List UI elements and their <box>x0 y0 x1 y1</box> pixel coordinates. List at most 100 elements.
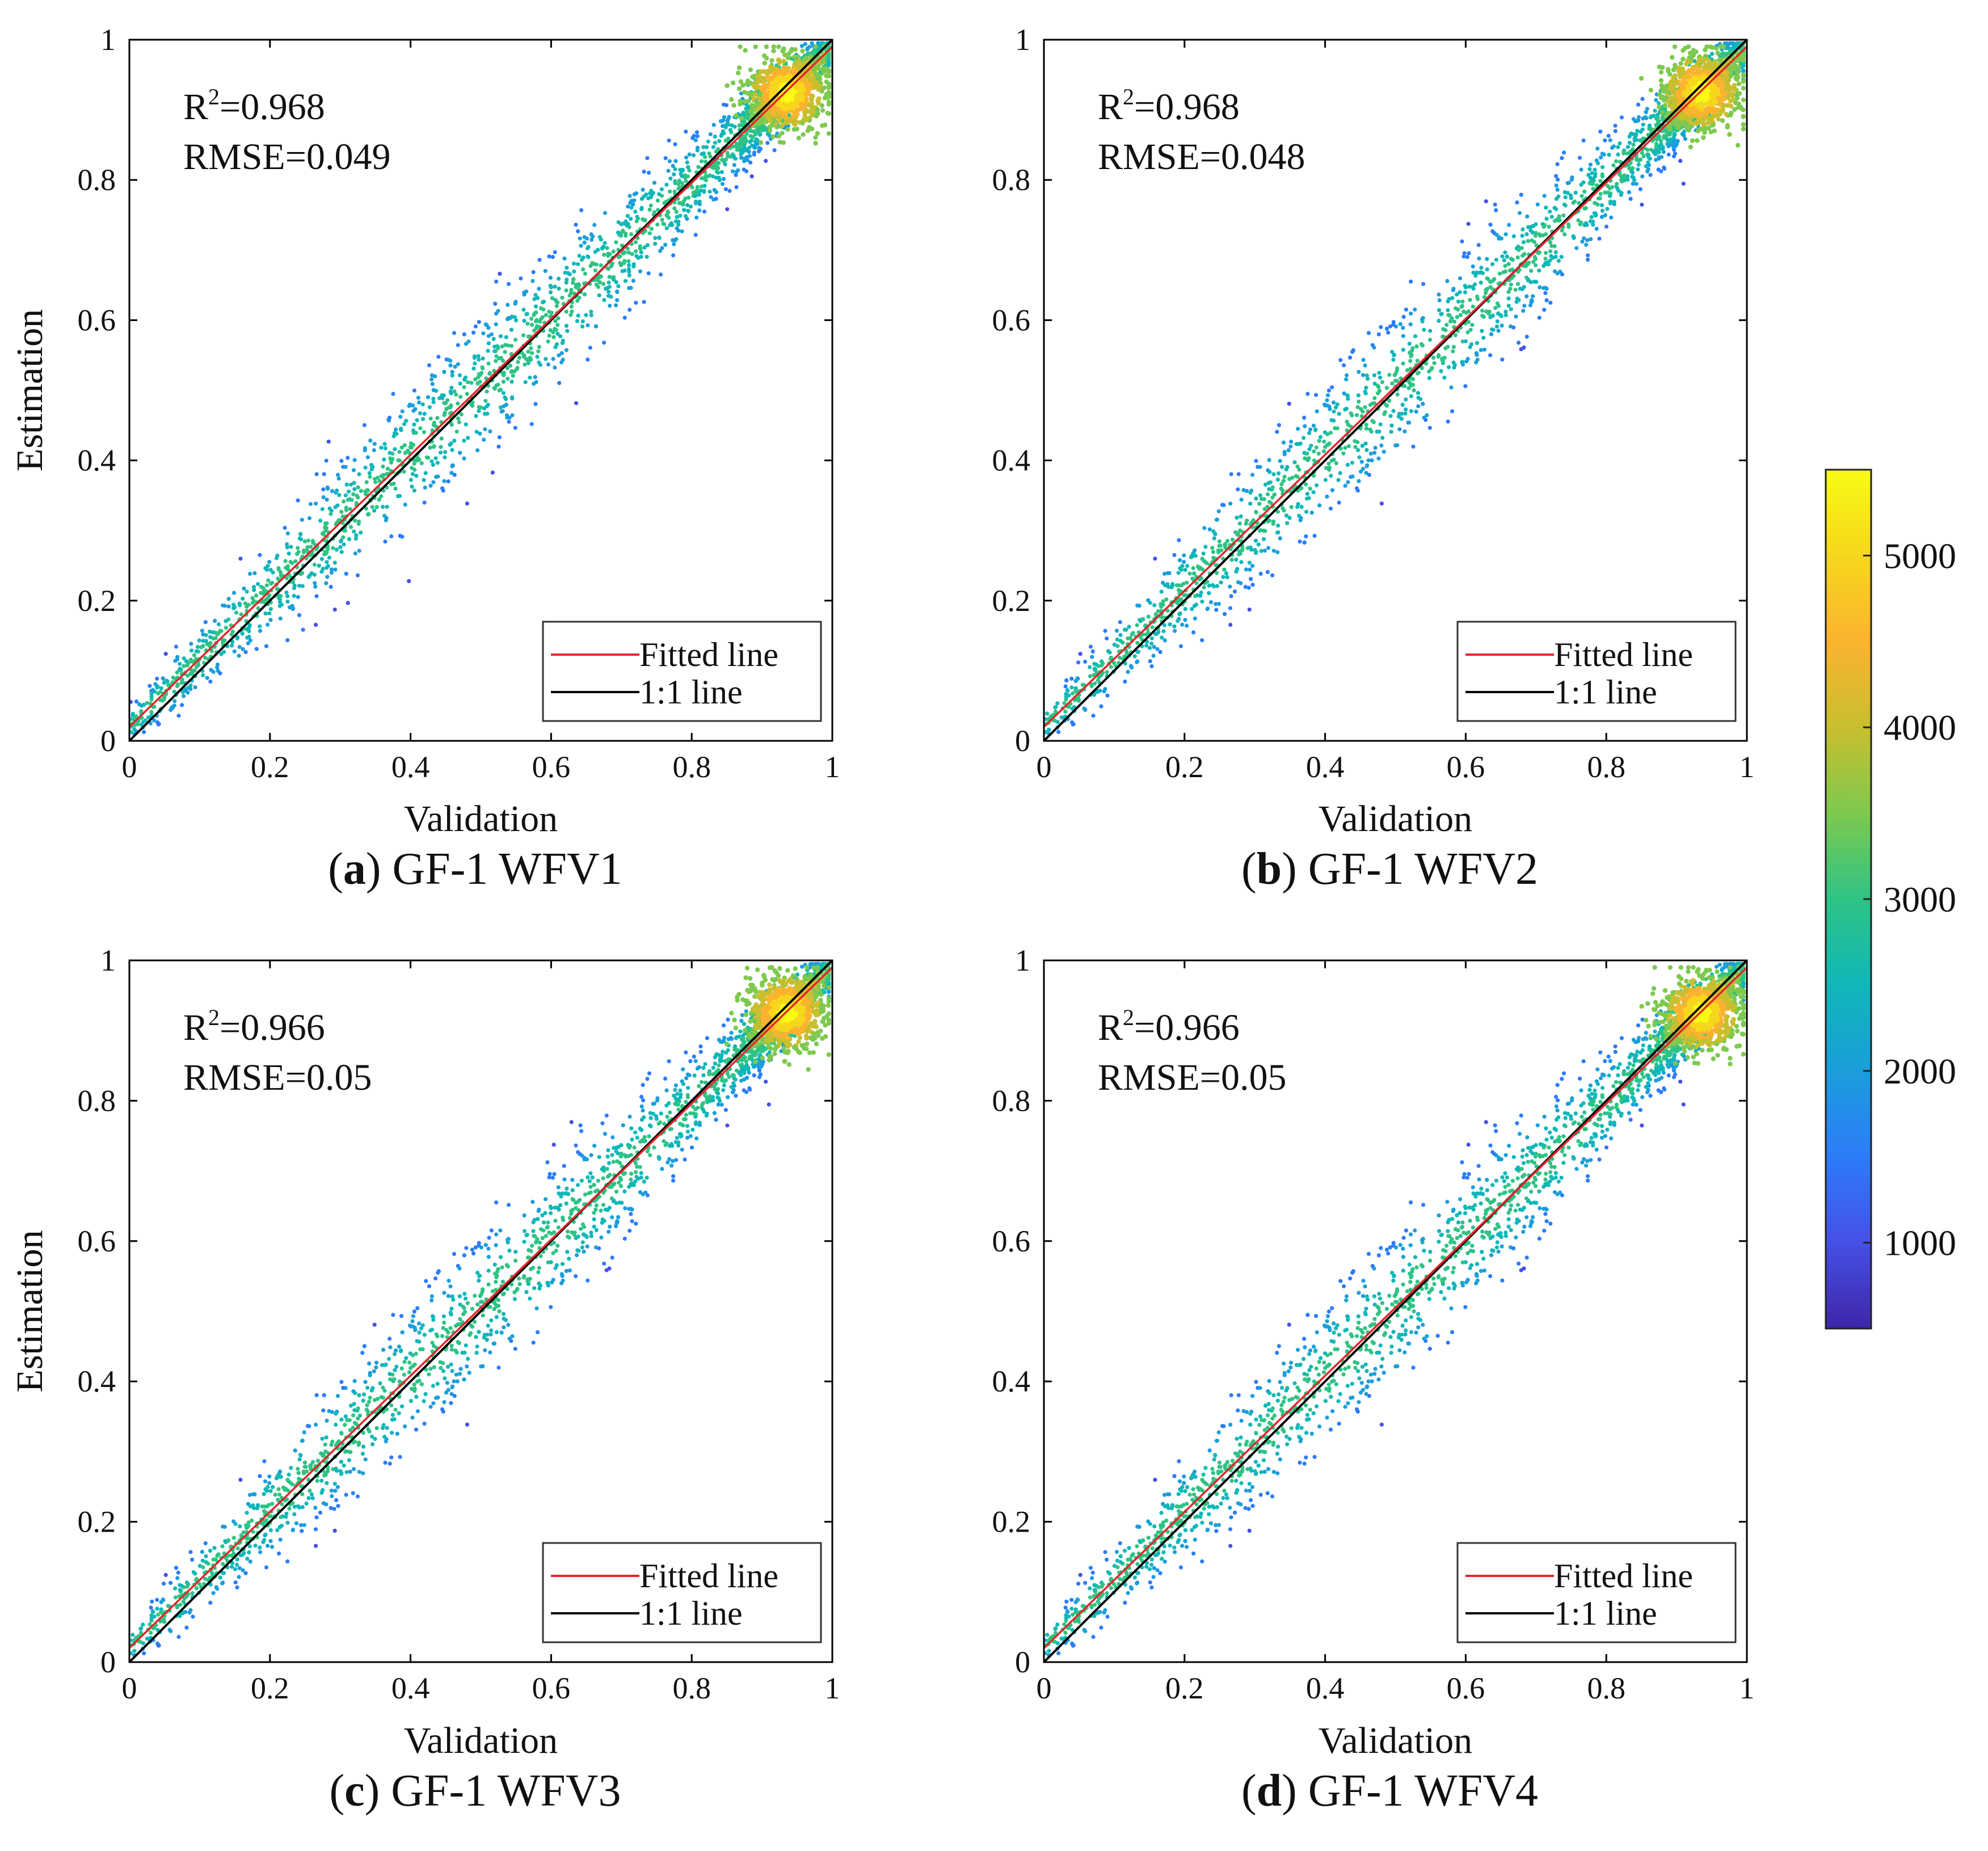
scatter-point <box>429 459 434 463</box>
scatter-point <box>553 250 557 255</box>
scatter-point <box>428 445 432 450</box>
scatter-point <box>764 44 769 49</box>
scatter-point <box>492 349 497 353</box>
scatter-point <box>1080 682 1085 687</box>
scatter-point <box>430 382 435 386</box>
scatter-point <box>663 156 668 161</box>
scatter-point <box>656 208 660 212</box>
scatter-point <box>351 492 356 496</box>
scatter-point <box>243 601 247 606</box>
scatter-point <box>1114 629 1119 633</box>
scatter-point <box>509 395 515 399</box>
scatter-point <box>1336 478 1341 482</box>
scatter-point <box>492 344 497 349</box>
scatter-point <box>1118 620 1122 625</box>
scatter-point <box>359 530 363 535</box>
scatter-point <box>1078 652 1083 656</box>
scatter-point <box>553 345 558 349</box>
scatter-point <box>1304 509 1309 514</box>
scatter-point <box>343 493 348 497</box>
scatter-point <box>353 536 358 541</box>
scatter-point <box>393 447 397 452</box>
scatter-point <box>1401 361 1405 366</box>
scatter-point <box>770 109 776 115</box>
scatter-point <box>1207 527 1212 532</box>
scatter-point <box>1530 230 1535 235</box>
scatter-point <box>1228 622 1233 627</box>
scatter-point <box>1598 179 1603 183</box>
scatter-point <box>1118 633 1123 638</box>
scatter-point <box>435 461 440 465</box>
scatter-point <box>1103 687 1107 692</box>
scatter-point <box>1365 463 1370 467</box>
scatter-point <box>781 46 786 52</box>
scatter-point <box>285 531 290 536</box>
scatter-point <box>1548 209 1552 214</box>
scatter-point <box>648 195 653 200</box>
scatter-point <box>1401 334 1405 338</box>
scatter-point <box>625 214 630 218</box>
scatter-point <box>1356 393 1361 398</box>
scatter-point <box>1191 566 1195 571</box>
scatter-point <box>702 188 706 193</box>
scatter-point <box>557 286 561 291</box>
scatter-point <box>149 710 154 714</box>
scatter-point <box>679 171 683 176</box>
scatter-point <box>414 431 418 435</box>
scatter-point <box>1577 155 1582 160</box>
scatter-point <box>1488 353 1493 357</box>
scatter-point <box>402 443 407 448</box>
scatter-point <box>694 130 699 134</box>
scatter-point <box>454 393 458 397</box>
scatter-point <box>347 497 352 501</box>
scatter-point <box>685 160 689 165</box>
scatter-point <box>676 229 681 233</box>
scatter-point <box>182 656 186 661</box>
scatter-point <box>1285 521 1290 525</box>
scatter-point <box>692 133 696 138</box>
scatter-point <box>646 271 651 276</box>
scatter-point <box>694 215 699 220</box>
scatter-point <box>245 604 249 609</box>
scatter-point <box>365 512 370 517</box>
scatter-point <box>781 140 786 145</box>
scatter-point <box>810 78 815 83</box>
scatter-point <box>589 237 594 242</box>
scatter-point <box>736 65 742 70</box>
scatter-point <box>569 288 574 292</box>
scatter-point <box>1425 413 1429 418</box>
scatter-point <box>1250 564 1255 568</box>
scatter-point <box>404 419 408 423</box>
scatter-point <box>564 309 568 314</box>
scatter-point <box>763 94 768 99</box>
scatter-point <box>749 144 754 148</box>
scatter-point <box>739 145 744 149</box>
scatter-point <box>285 545 289 550</box>
scatter-point <box>487 370 492 376</box>
scatter-point <box>285 638 290 643</box>
scatter-point <box>1517 340 1521 345</box>
scatter-point <box>1614 159 1619 163</box>
scatter-point <box>780 106 786 111</box>
scatter-point <box>731 169 735 174</box>
scatter-point <box>671 163 675 168</box>
scatter-point <box>550 255 555 259</box>
scatter-point <box>653 236 658 241</box>
scatter-point <box>1584 242 1589 247</box>
scatter-point <box>410 484 414 489</box>
scatter-point <box>684 179 688 183</box>
scatter-point <box>1271 472 1276 477</box>
scatter-point <box>1416 371 1420 376</box>
scatter-point <box>336 477 341 481</box>
scatter-point <box>1628 197 1633 201</box>
scatter-point <box>413 407 418 411</box>
caption-letter: a <box>343 844 366 894</box>
scatter-point <box>297 536 302 541</box>
scatter-point <box>248 638 252 643</box>
scatter-point <box>424 455 429 459</box>
scatter-point <box>1325 494 1329 499</box>
scatter-point <box>793 102 798 107</box>
scatter-point <box>759 70 764 75</box>
scatter-point <box>723 162 727 167</box>
legend-label-fitted: Fitted line <box>639 636 778 673</box>
